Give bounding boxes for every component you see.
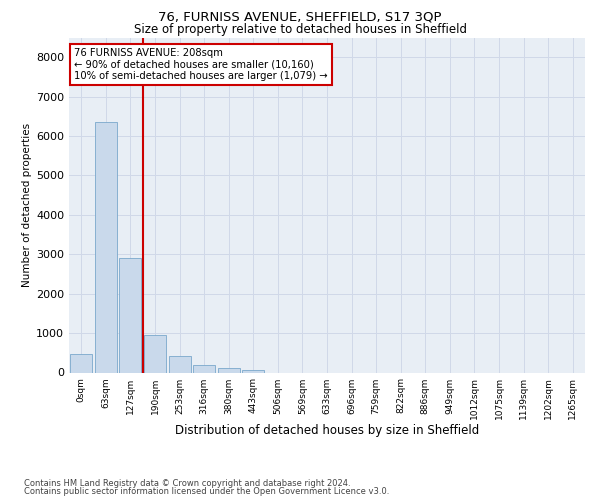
Bar bbox=[169, 356, 191, 372]
Y-axis label: Number of detached properties: Number of detached properties bbox=[22, 123, 32, 287]
Text: 76 FURNISS AVENUE: 208sqm
← 90% of detached houses are smaller (10,160)
10% of s: 76 FURNISS AVENUE: 208sqm ← 90% of detac… bbox=[74, 48, 328, 80]
X-axis label: Distribution of detached houses by size in Sheffield: Distribution of detached houses by size … bbox=[175, 424, 479, 436]
Bar bbox=[70, 354, 92, 372]
Bar bbox=[193, 364, 215, 372]
Bar bbox=[242, 370, 265, 372]
Text: Size of property relative to detached houses in Sheffield: Size of property relative to detached ho… bbox=[133, 22, 467, 36]
Bar bbox=[218, 368, 240, 372]
Text: Contains public sector information licensed under the Open Government Licence v3: Contains public sector information licen… bbox=[24, 487, 389, 496]
Text: Contains HM Land Registry data © Crown copyright and database right 2024.: Contains HM Land Registry data © Crown c… bbox=[24, 478, 350, 488]
Bar bbox=[119, 258, 142, 372]
Bar bbox=[144, 335, 166, 372]
Text: 76, FURNISS AVENUE, SHEFFIELD, S17 3QP: 76, FURNISS AVENUE, SHEFFIELD, S17 3QP bbox=[158, 10, 442, 23]
Bar bbox=[95, 122, 117, 372]
